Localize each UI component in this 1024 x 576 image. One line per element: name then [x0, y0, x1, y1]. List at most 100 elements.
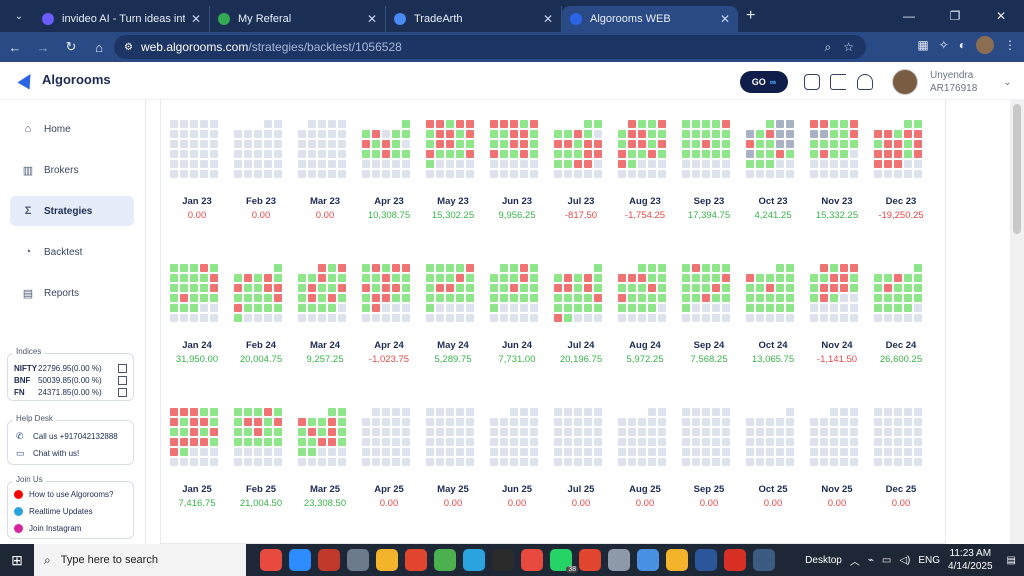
day-cell[interactable] [850, 150, 858, 158]
day-cell[interactable] [190, 294, 198, 302]
day-cell[interactable] [490, 160, 498, 168]
day-cell[interactable] [180, 294, 188, 302]
day-cell[interactable] [850, 140, 858, 148]
day-cell[interactable] [362, 140, 370, 148]
app-c-icon[interactable] [318, 549, 340, 571]
day-cell[interactable] [638, 160, 646, 168]
day-cell[interactable] [904, 150, 912, 158]
day-cell[interactable] [574, 160, 582, 168]
day-cell[interactable] [170, 314, 178, 322]
day-cell[interactable] [894, 294, 902, 302]
day-cell[interactable] [628, 304, 636, 312]
day-cell[interactable] [884, 314, 892, 322]
day-cell[interactable] [244, 408, 252, 416]
day-cell[interactable] [574, 304, 582, 312]
day-cell[interactable] [756, 304, 764, 312]
day-cell[interactable] [874, 418, 882, 426]
day-cell[interactable] [328, 170, 336, 178]
day-cell[interactable] [210, 160, 218, 168]
day-cell[interactable] [874, 458, 882, 466]
day-cell[interactable] [884, 294, 892, 302]
day-cell[interactable] [362, 130, 370, 138]
month-card[interactable]: Mar 23 0.00 [298, 120, 352, 221]
day-cell[interactable] [786, 438, 794, 446]
day-cell[interactable] [830, 458, 838, 466]
day-cell[interactable] [170, 150, 178, 158]
day-cell[interactable] [338, 120, 346, 128]
day-cell[interactable] [820, 294, 828, 302]
day-cell[interactable] [594, 314, 602, 322]
tab-search-button[interactable]: ⌄ [14, 10, 24, 22]
day-cell[interactable] [456, 448, 464, 456]
day-cell[interactable] [786, 140, 794, 148]
day-cell[interactable] [658, 448, 666, 456]
day-cell[interactable] [702, 264, 710, 272]
day-cell[interactable] [402, 304, 410, 312]
day-cell[interactable] [776, 314, 784, 322]
sidebar-item-home[interactable]: ⌂ Home [10, 114, 134, 144]
day-cell[interactable] [776, 120, 784, 128]
day-cell[interactable] [628, 170, 636, 178]
day-cell[interactable] [372, 294, 380, 302]
month-card[interactable]: May 25 0.00 [426, 408, 480, 509]
day-cell[interactable] [372, 408, 380, 416]
day-cell[interactable] [190, 458, 198, 466]
month-card[interactable]: Mar 25 23,308.50 [298, 408, 352, 509]
day-cell[interactable] [874, 438, 882, 446]
day-cell[interactable] [830, 274, 838, 282]
month-card[interactable]: Jan 23 0.00 [170, 120, 224, 221]
day-cell[interactable] [722, 304, 730, 312]
day-cell[interactable] [894, 140, 902, 148]
day-cell[interactable] [692, 418, 700, 426]
day-cell[interactable] [618, 448, 626, 456]
day-cell[interactable] [436, 408, 444, 416]
month-card[interactable]: Apr 24 -1,023.75 [362, 264, 416, 365]
bookmark-star-icon[interactable]: ☆ [843, 39, 854, 54]
day-cell[interactable] [756, 458, 764, 466]
day-cell[interactable] [402, 170, 410, 178]
day-cell[interactable] [682, 160, 690, 168]
day-cell[interactable] [328, 418, 336, 426]
day-cell[interactable] [692, 150, 700, 158]
day-cell[interactable] [328, 140, 336, 148]
day-cell[interactable] [810, 438, 818, 446]
day-cell[interactable] [884, 170, 892, 178]
day-cell[interactable] [318, 438, 326, 446]
day-cell[interactable] [810, 130, 818, 138]
day-cell[interactable] [254, 140, 262, 148]
day-cell[interactable] [756, 284, 764, 292]
day-cell[interactable] [372, 150, 380, 158]
day-cell[interactable] [810, 428, 818, 436]
month-card[interactable]: Jun 24 7,731.00 [490, 264, 544, 365]
day-cell[interactable] [594, 284, 602, 292]
day-cell[interactable] [254, 130, 262, 138]
day-cell[interactable] [618, 284, 626, 292]
day-cell[interactable] [372, 438, 380, 446]
day-cell[interactable] [786, 314, 794, 322]
day-cell[interactable] [584, 314, 592, 322]
day-cell[interactable] [328, 264, 336, 272]
day-cell[interactable] [682, 304, 690, 312]
day-cell[interactable] [658, 458, 666, 466]
day-cell[interactable] [702, 170, 710, 178]
day-cell[interactable] [594, 458, 602, 466]
day-cell[interactable] [682, 120, 690, 128]
day-cell[interactable] [894, 458, 902, 466]
day-cell[interactable] [786, 448, 794, 456]
day-cell[interactable] [426, 294, 434, 302]
day-cell[interactable] [180, 448, 188, 456]
day-cell[interactable] [274, 170, 282, 178]
day-cell[interactable] [692, 458, 700, 466]
day-cell[interactable] [904, 274, 912, 282]
sidebar-item-reports[interactable]: ▤ Reports [10, 278, 134, 308]
day-cell[interactable] [328, 274, 336, 282]
day-cell[interactable] [446, 264, 454, 272]
day-cell[interactable] [682, 170, 690, 178]
day-cell[interactable] [840, 264, 848, 272]
day-cell[interactable] [692, 140, 700, 148]
day-cell[interactable] [244, 170, 252, 178]
day-cell[interactable] [382, 130, 390, 138]
day-cell[interactable] [466, 274, 474, 282]
day-cell[interactable] [190, 304, 198, 312]
day-cell[interactable] [372, 274, 380, 282]
